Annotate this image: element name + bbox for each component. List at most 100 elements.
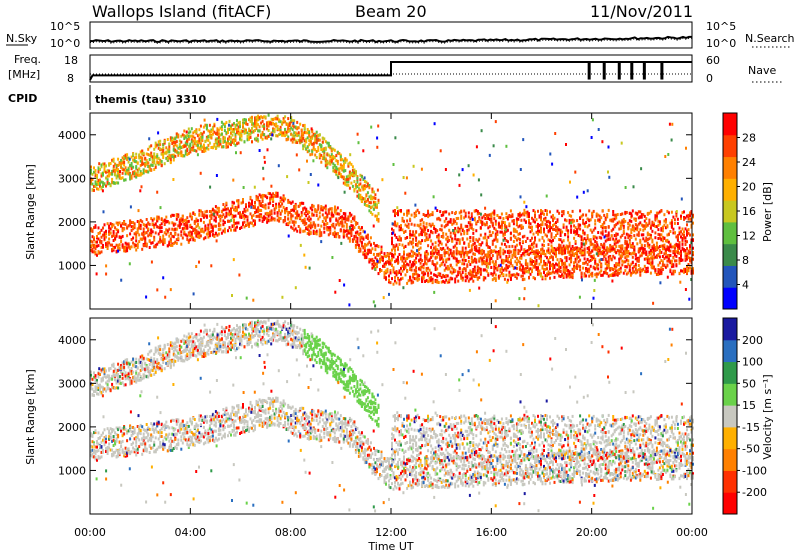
power-cell [105,229,107,233]
power-cell [311,149,314,153]
power-cell [106,178,109,182]
power-cell [341,164,344,168]
power-cell [184,149,187,153]
power-cell [442,246,445,250]
power-cell [511,219,514,223]
power-cell [529,272,532,276]
power-cell [583,257,586,261]
power-cell [112,232,115,236]
power-cell [111,243,114,247]
power-cell [478,249,481,253]
power-cell [135,244,138,247]
power-cell [363,184,366,188]
power-cell [534,252,536,256]
power-cell [210,225,213,229]
power-cell [534,256,536,260]
power-cell [300,128,303,132]
power-cell [163,241,166,244]
power-cell [344,229,347,233]
power-cell [437,233,440,237]
power-cell [574,257,577,261]
power-cell [183,129,186,133]
power-cell [600,236,603,240]
power-cell [93,226,95,230]
power-cell [451,237,454,241]
power-cell [434,280,437,284]
power-cell [433,227,436,230]
power-cell [440,224,443,228]
power-cell [171,136,174,140]
power-cell [531,249,533,252]
power-cell [419,232,422,236]
power-cell [220,125,223,129]
power-cell [294,131,297,135]
power-cell [573,229,576,233]
power-cell [534,277,536,281]
power-cell [529,247,532,251]
power-cell [454,256,457,260]
power-cell [184,135,187,139]
power-cell [556,226,559,230]
power-cell [302,136,305,140]
power-cell [440,275,443,279]
power-cell [562,212,565,216]
power-cell [293,125,296,129]
power-cell [502,259,505,263]
power-cell [372,203,375,207]
power-cell [651,250,654,254]
power-cell [183,226,186,230]
power-cell [175,241,178,245]
power-cell [419,253,422,257]
power-cell [276,194,279,198]
power-cell [580,245,583,249]
power-cell [335,232,338,236]
power-cell [669,270,672,274]
power-cell [570,228,573,232]
power-cell [401,228,404,232]
power-cell [255,214,258,218]
power-cell [410,249,413,253]
power-cell [654,246,657,250]
power-cell [515,222,518,226]
power-cell [126,153,129,157]
power-cell [573,230,576,234]
power-cell [109,227,112,231]
power-cell [398,225,401,229]
power-cell [363,197,366,201]
power-cell [213,214,216,218]
power-cell [541,243,544,247]
power-cell [207,129,210,133]
power-cell [535,261,538,265]
power-cell [162,237,165,241]
power-cell [214,210,217,214]
power-cell [601,209,604,213]
power-cell [589,243,592,247]
power-cell [112,181,115,184]
power-cell [383,276,386,280]
power-cell [568,218,571,222]
power-cell [258,116,261,120]
power-cell [189,214,192,218]
power-cell [606,264,609,267]
power-cell [284,130,287,134]
power-cell [309,140,312,144]
power-cell [684,267,687,271]
power-cell [478,211,481,215]
power-cell [570,256,573,260]
power-cell [118,175,121,179]
power-cell [266,121,269,125]
power-cell [341,168,344,172]
power-cell [94,247,97,251]
power-cell [275,205,278,209]
power-cell [561,246,564,250]
power-cell [124,156,127,160]
power-cell [105,164,107,168]
power-cell [419,246,422,250]
power-cell [506,240,509,244]
power-cell [645,257,648,261]
power-cell [570,247,573,251]
power-cell [673,253,676,257]
power-cell [117,172,120,175]
power-cell [604,268,607,272]
power-cell [166,148,169,152]
